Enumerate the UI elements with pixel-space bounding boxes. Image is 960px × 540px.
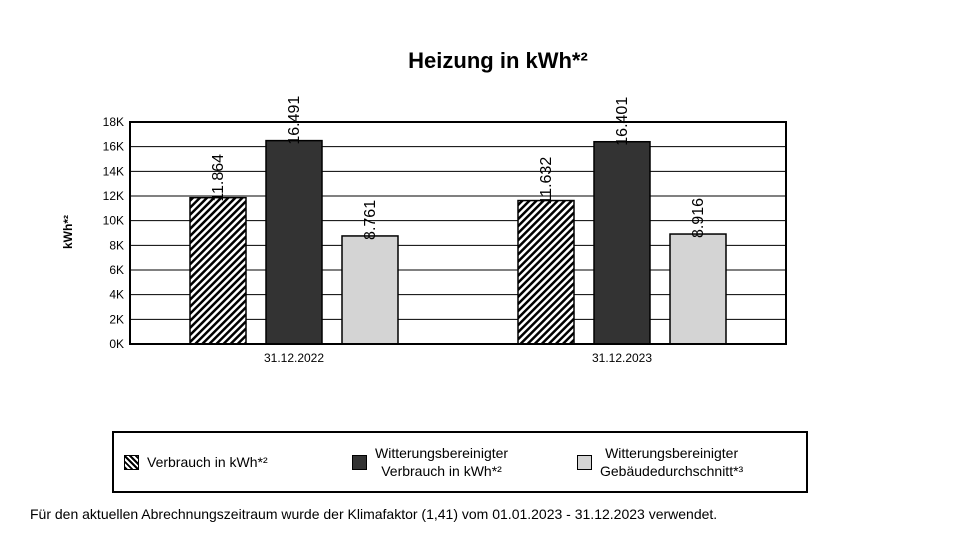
legend-item-gebaeudedurchschnitt: Witterungsbereinigter Gebäudedurchschnit…: [577, 433, 743, 491]
bar-data-label: 8.916: [690, 198, 707, 238]
legend-label-line2: Verbrauch in kWh*²: [381, 463, 502, 479]
legend-swatch-hatched: [124, 454, 139, 470]
legend-label-verbrauch: Verbrauch in kWh*²: [147, 454, 268, 470]
y-tick-label: 8K: [109, 238, 124, 252]
y-tick-label: 18K: [103, 115, 124, 129]
legend-item-verbrauch: Verbrauch in kWh*²: [124, 433, 268, 491]
bar-data-label: 11.864: [210, 154, 227, 202]
bar-series-1: [189, 196, 247, 345]
y-axis-label: kWh*²: [61, 215, 75, 249]
y-tick-label: 4K: [109, 288, 124, 302]
legend-label-line1: Witterungsbereinigter: [605, 445, 739, 461]
y-tick-label: 10K: [103, 214, 124, 228]
y-tick-label: 2K: [109, 312, 124, 326]
y-tick-label: 6K: [109, 263, 124, 277]
legend-swatch-dark: [352, 454, 367, 470]
y-tick-label: 16K: [103, 140, 124, 154]
x-tick-label: 31.12.2023: [592, 351, 652, 365]
bar-series-2: [265, 139, 323, 345]
legend-item-witterungsbereinigt-verbrauch: Witterungsbereinigter Verbrauch in kWh*²: [352, 433, 508, 491]
heating-bar-chart: Heizung in kWh*² kWh*² 0K 2K 4K 6K 8K 10K 12K 1…: [61, 48, 787, 365]
footnote-climate-factor: Für den aktuellen Abrechnungszeitraum wu…: [30, 506, 718, 522]
bar-series-3: [669, 233, 727, 345]
bar-data-label: 16.491: [286, 96, 303, 145]
chart-legend: Verbrauch in kWh*² Witterungsbereinigter…: [112, 431, 808, 493]
chart-title: Heizung in kWh*²: [408, 48, 588, 73]
bar-series-2: [593, 140, 651, 345]
bar-data-label: 8.761: [362, 200, 379, 240]
legend-label-line1: Witterungsbereinigter: [375, 445, 509, 461]
y-tick-label: 12K: [103, 189, 124, 203]
legend-label-gebaeudedurchschnitt: Witterungsbereinigter Gebäudedurchschnit…: [600, 444, 743, 480]
bar-series-3: [341, 235, 399, 345]
bar-data-label: 11.632: [538, 157, 555, 205]
plot-frame: [129, 121, 787, 345]
legend-swatch-light: [577, 454, 592, 470]
y-tick-label: 14K: [103, 164, 124, 178]
x-tick-label: 31.12.2022: [264, 351, 324, 365]
y-tick-label: 0K: [109, 337, 124, 351]
legend-label-line2: Gebäudedurchschnitt*³: [600, 463, 744, 479]
legend-label-witterungsbereinigt-verbrauch: Witterungsbereinigter Verbrauch in kWh*²: [375, 444, 508, 480]
bar-series-1: [517, 199, 575, 345]
